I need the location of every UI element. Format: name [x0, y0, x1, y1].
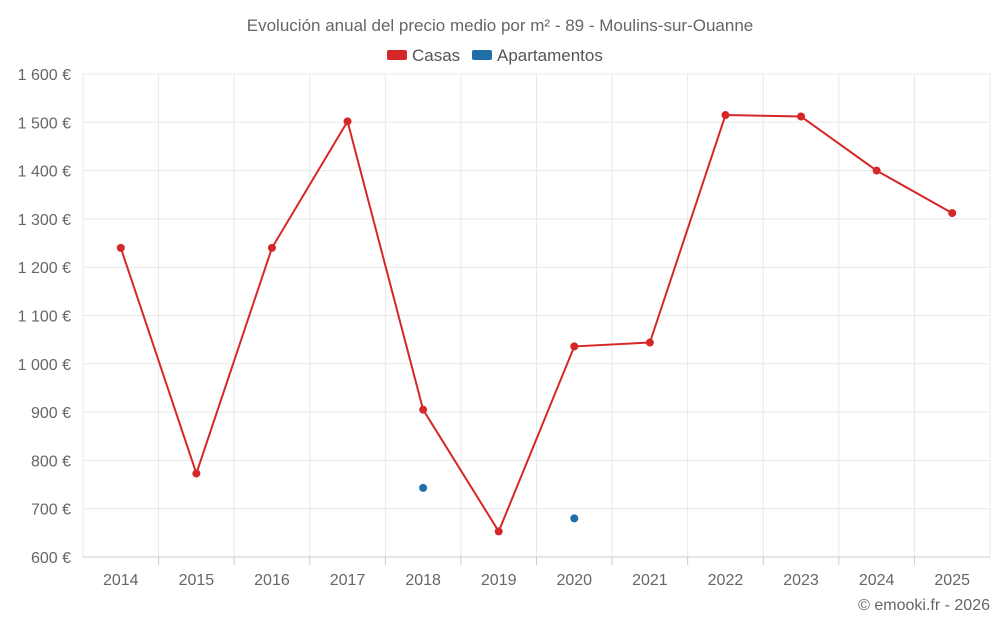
x-tick-label: 2014: [103, 572, 139, 589]
data-point-casas-2018[interactable]: [419, 405, 428, 414]
axes: 600 € 700 € 800 € 900 € 1 000 € 1 100 € 1 200 …: [18, 67, 990, 589]
legend-swatch-apartamentos: [472, 50, 492, 60]
data-point-casas-2022[interactable]: [721, 111, 730, 120]
x-tick-label: 2022: [708, 572, 744, 589]
y-tick-label: 1 500 €: [18, 115, 71, 132]
x-tick-label: 2018: [405, 572, 441, 589]
legend-label-apartamentos: Apartamentos: [497, 46, 603, 65]
legend: Casas Apartamentos: [387, 46, 603, 65]
data-point-casas-2025[interactable]: [948, 209, 957, 218]
grid: [82, 73, 991, 558]
y-tick-label: 1 300 €: [18, 212, 71, 229]
series: [116, 111, 957, 536]
legend-item-apartamentos[interactable]: Apartamentos: [472, 46, 603, 65]
data-point-apartamentos-2018[interactable]: [419, 483, 428, 492]
data-point-casas-2016[interactable]: [267, 243, 276, 252]
x-tick-label: 2021: [632, 572, 668, 589]
data-point-casas-2021[interactable]: [645, 338, 654, 347]
x-tick-label: 2023: [783, 572, 819, 589]
legend-swatch-casas: [387, 50, 407, 60]
data-point-casas-2023[interactable]: [797, 112, 806, 121]
x-tick-label: 2025: [934, 572, 970, 589]
y-tick-label: 900 €: [31, 405, 71, 422]
data-point-casas-2017[interactable]: [343, 117, 352, 126]
y-tick-label: 1 400 €: [18, 164, 71, 181]
data-point-casas-2024[interactable]: [872, 166, 881, 175]
legend-label-casas: Casas: [412, 46, 460, 65]
data-point-casas-2019[interactable]: [494, 527, 503, 536]
x-tick-label: 2019: [481, 572, 517, 589]
x-tick-label: 2015: [179, 572, 215, 589]
legend-item-casas[interactable]: Casas: [387, 46, 460, 65]
y-tick-label: 700 €: [31, 502, 71, 519]
y-tick-label: 1 100 €: [18, 309, 71, 326]
data-point-casas-2015[interactable]: [192, 469, 201, 478]
x-tick-label: 2020: [556, 572, 592, 589]
y-tick-label: 1 200 €: [18, 260, 71, 277]
chart-title: Evolución anual del precio medio por m² …: [247, 16, 753, 35]
credit-text: © emooki.fr - 2026: [858, 597, 990, 614]
x-tick-label: 2016: [254, 572, 290, 589]
y-tick-label: 1 000 €: [18, 357, 71, 374]
data-point-apartamentos-2020[interactable]: [570, 514, 579, 523]
y-tick-label: 800 €: [31, 453, 71, 470]
data-point-casas-2014[interactable]: [116, 243, 125, 252]
y-tick-label: 600 €: [31, 550, 71, 567]
series-line-casas: [119, 114, 953, 534]
x-tick-label: 2024: [859, 572, 895, 589]
y-tick-label: 1 600 €: [18, 67, 71, 84]
data-point-casas-2020[interactable]: [570, 342, 579, 351]
x-tick-label: 2017: [330, 572, 366, 589]
